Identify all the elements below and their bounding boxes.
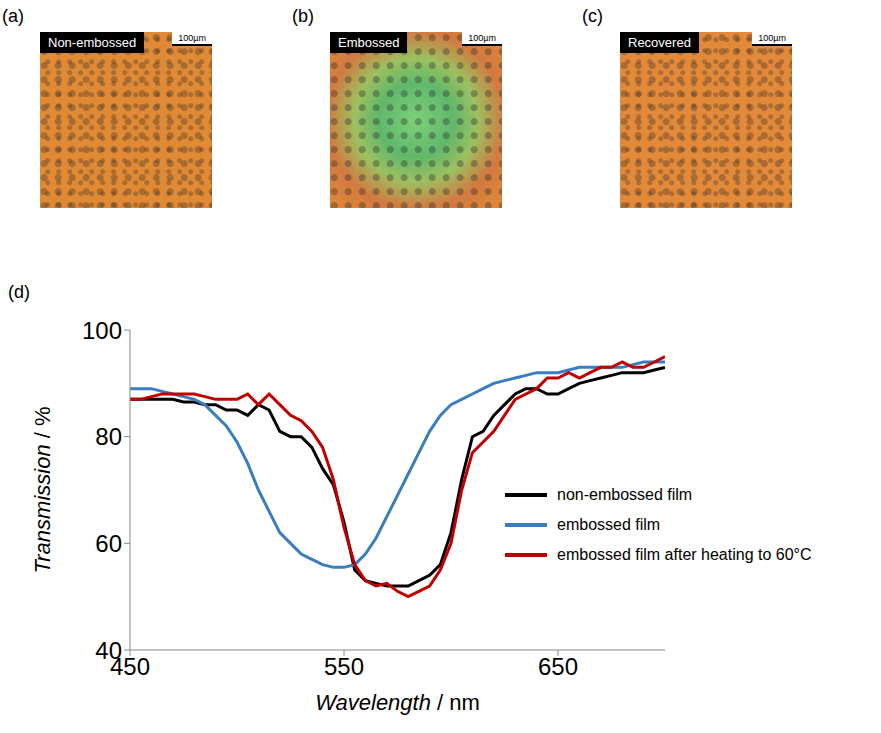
- svg-text:100: 100: [82, 317, 122, 344]
- html-text:(c): (c): [582, 6, 603, 26]
- html-text:100µm: 100µm: [468, 33, 496, 43]
- html-text:(b): (b): [292, 6, 314, 26]
- svg-text:450: 450: [110, 653, 150, 680]
- html-text:embossed film after heating to: embossed film after heating to 60°C: [557, 546, 812, 563]
- html-text:Embossed: Embossed: [338, 35, 400, 50]
- svg-text:40: 40: [95, 637, 122, 664]
- html-text:(d): (d): [8, 282, 30, 302]
- html-text:embossed film: embossed film: [557, 516, 661, 533]
- html-text:Non-embossed: Non-embossed: [48, 35, 137, 50]
- html-text:100µm: 100µm: [758, 33, 786, 43]
- html-text:100µm: 100µm: [178, 33, 206, 43]
- svg-text:60: 60: [95, 530, 122, 557]
- html-text:Recovered: Recovered: [628, 35, 691, 50]
- html-text:(a): (a): [2, 6, 24, 26]
- html-text:Transmission: Transmission: [30, 444, 55, 574]
- svg-text:80: 80: [95, 423, 122, 450]
- svg-text:650: 650: [538, 653, 578, 680]
- html-text:non-embossed film: non-embossed film: [557, 486, 693, 503]
- html-text:Wavelength / nm: Wavelength / nm: [315, 690, 480, 715]
- svg-text:550: 550: [324, 653, 364, 680]
